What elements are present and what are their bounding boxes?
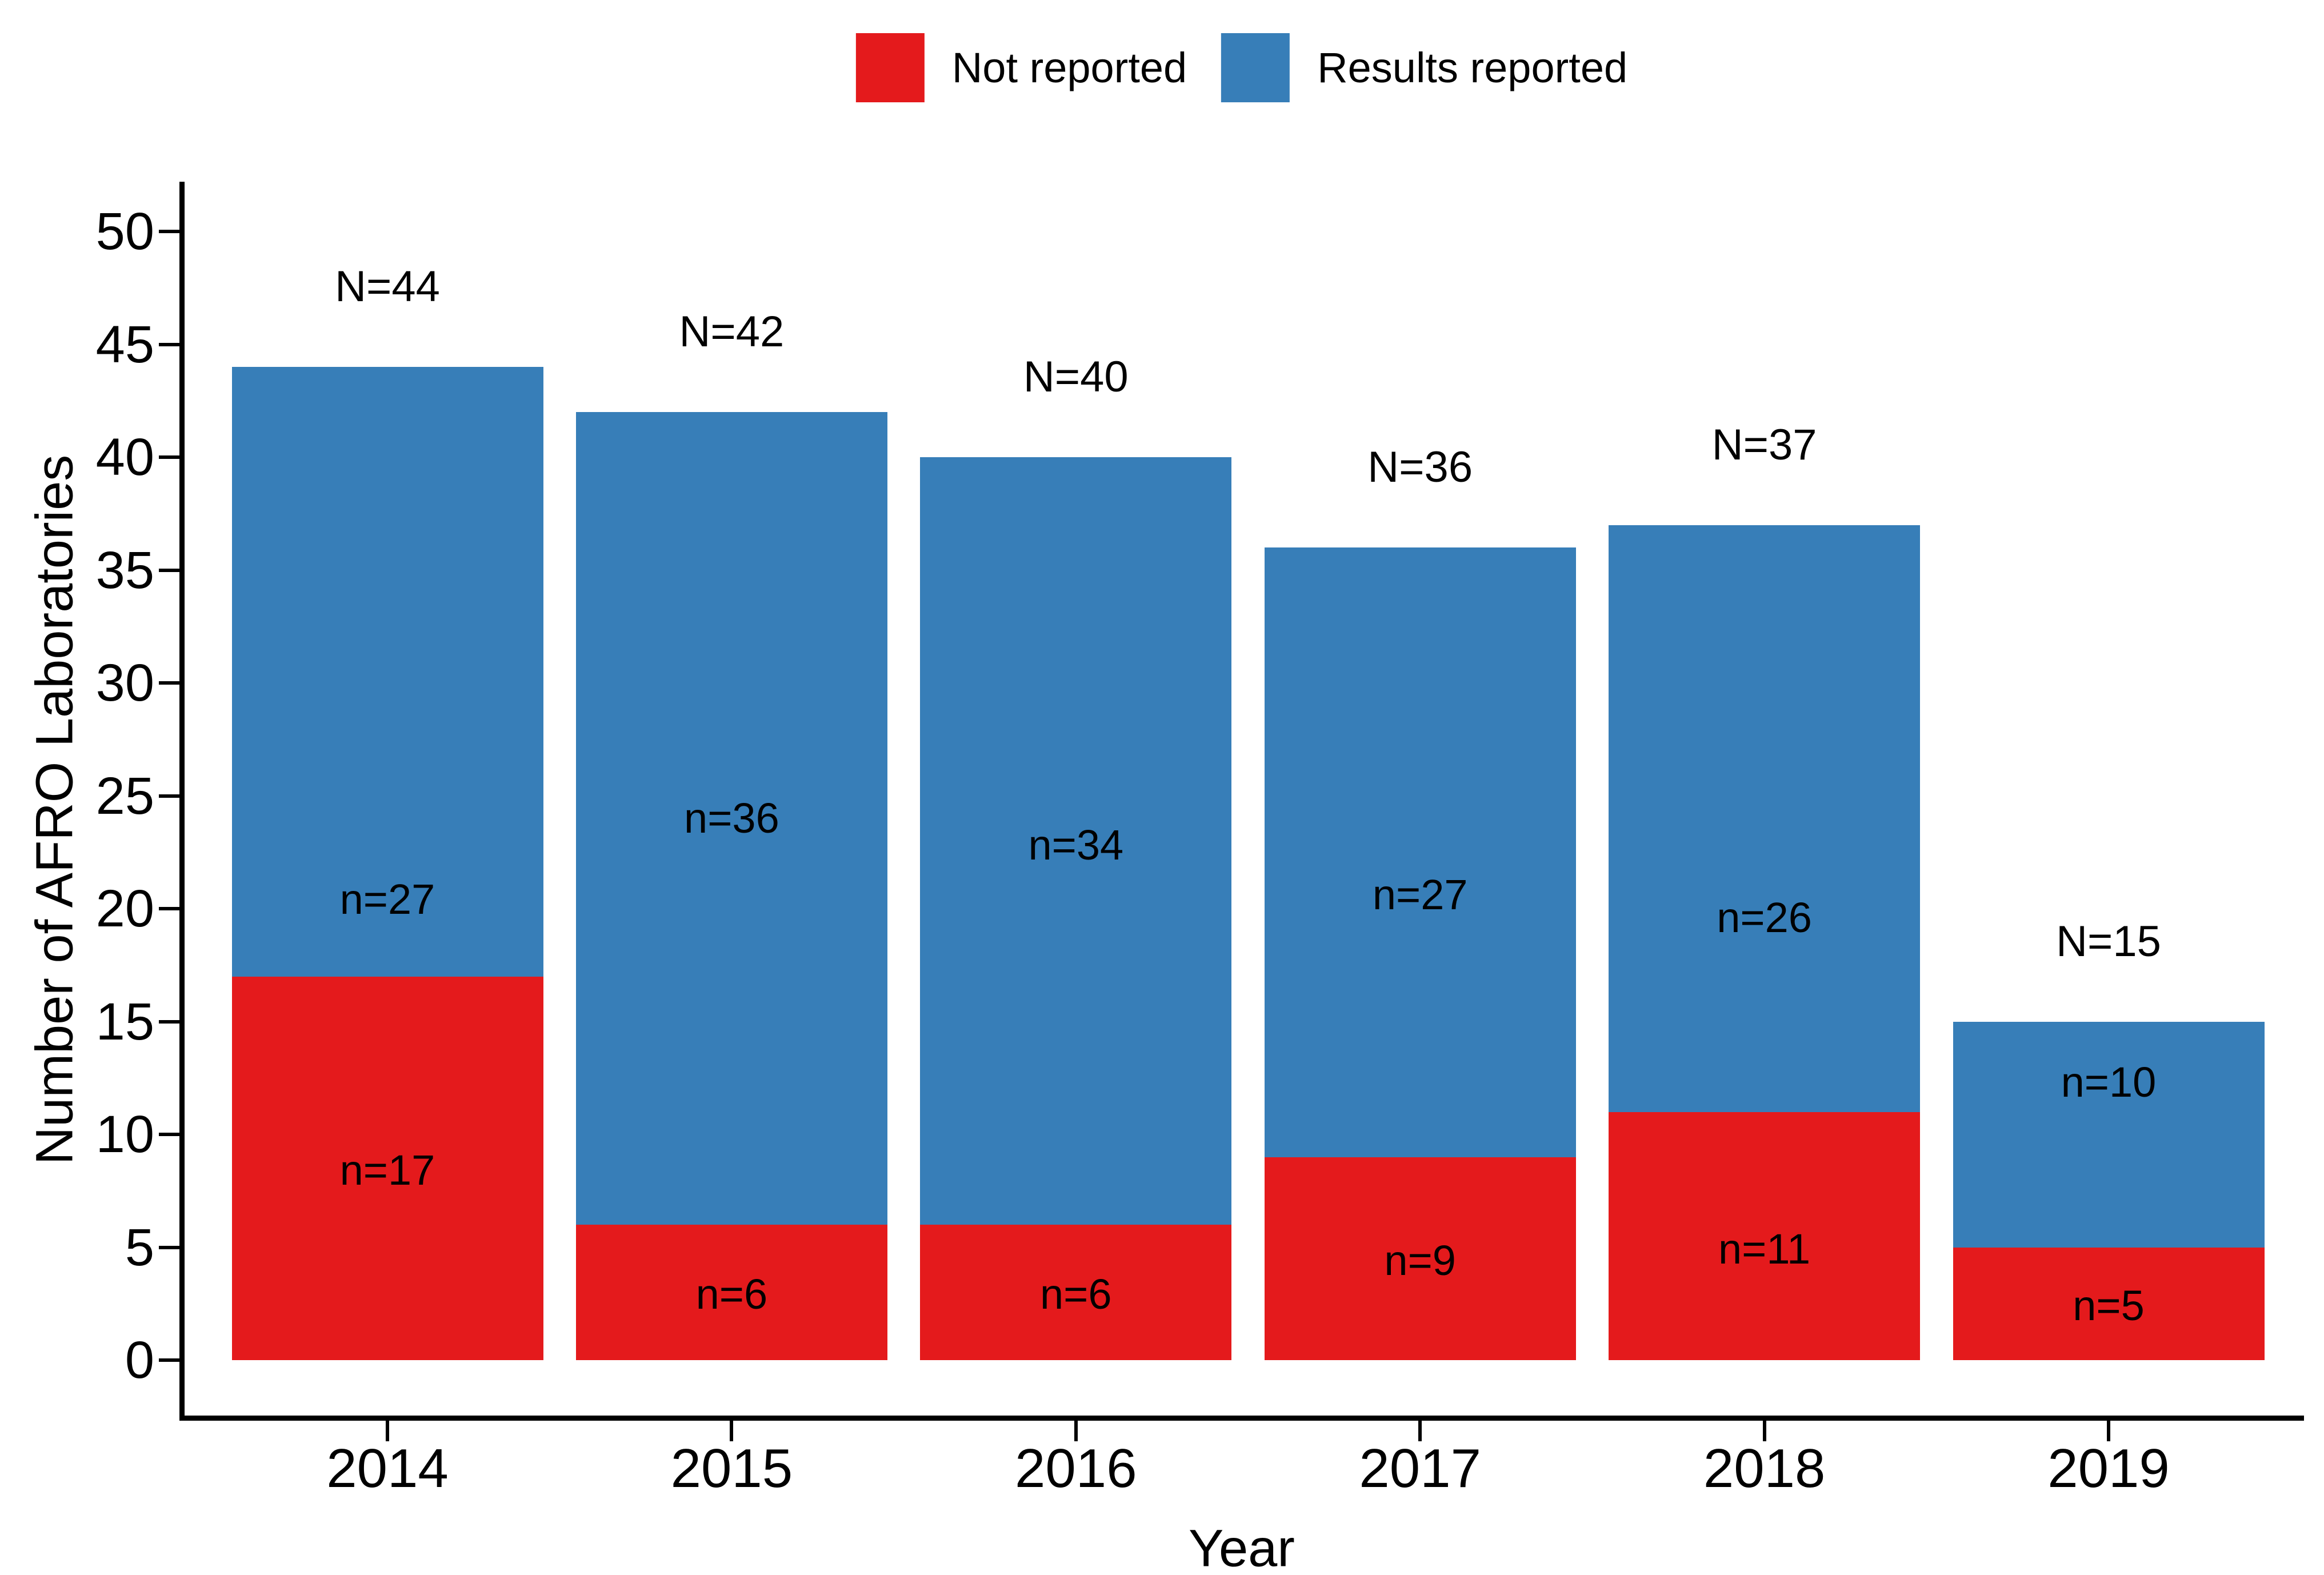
y-tick-mark (159, 1020, 179, 1024)
y-tick-mark (159, 342, 179, 346)
legend-swatch-not-reported-icon (855, 33, 925, 102)
bar-total-label-2017: N=36 (1367, 443, 1473, 491)
bar-2017-not-reported (1264, 1157, 1576, 1360)
legend: Not reported Results reported (855, 33, 1627, 102)
y-tick-label-30: 30 (95, 654, 154, 712)
legend-label-results-reported: Results reported (1317, 44, 1628, 91)
bar-total-label-2018: N=37 (1711, 420, 1817, 469)
y-tick-mark (159, 568, 179, 572)
x-tick-label-2019: 2019 (2047, 1438, 2170, 1499)
bar-2014-not-reported (231, 976, 543, 1360)
legend-swatch-results-reported-icon (1221, 33, 1290, 102)
bar-2019-results-reported (1953, 1021, 2265, 1248)
bar-label-2019-results-reported: n=10 (2061, 1058, 2157, 1106)
bar-label-2017-not-reported: n=9 (1384, 1237, 1456, 1285)
y-tick-mark (159, 1245, 179, 1249)
x-tick-mark (1074, 1421, 1078, 1441)
x-tick-label-2015: 2015 (670, 1438, 793, 1499)
bar-label-2014-not-reported: n=17 (339, 1146, 435, 1194)
x-tick-mark (1418, 1421, 1422, 1441)
y-tick-mark (159, 794, 179, 798)
x-tick-mark (730, 1421, 734, 1441)
bar-total-label-2016: N=40 (1023, 353, 1129, 401)
bar-label-2018-not-reported: n=11 (1718, 1225, 1811, 1273)
x-tick-mark (2107, 1421, 2110, 1441)
bar-2019-not-reported (1953, 1247, 2265, 1360)
bar-label-2018-results-reported: n=26 (1717, 893, 1812, 941)
bar-2017-results-reported (1264, 547, 1576, 1157)
y-tick-label-50: 50 (95, 202, 154, 261)
bar-total-label-2019: N=15 (2056, 917, 2161, 966)
y-tick-mark (159, 455, 179, 459)
x-tick-label-2018: 2018 (1703, 1438, 1826, 1499)
bar-2018-not-reported (1609, 1112, 1921, 1360)
bar-2015-not-reported (575, 1225, 887, 1360)
bar-2015-results-reported (575, 412, 887, 1225)
bar-2018-results-reported (1609, 525, 1921, 1112)
y-tick-label-15: 15 (95, 992, 154, 1051)
x-tick-mark (386, 1421, 389, 1441)
bar-label-2014-results-reported: n=27 (339, 876, 435, 924)
x-tick-label-2017: 2017 (1359, 1438, 1481, 1499)
y-tick-mark (159, 1358, 179, 1362)
y-tick-label-10: 10 (95, 1105, 154, 1164)
y-tick-mark (159, 907, 179, 910)
y-tick-label-40: 40 (95, 428, 154, 486)
bar-label-2016-not-reported: n=6 (1040, 1270, 1112, 1318)
bar-label-2019-not-reported: n=5 (2073, 1282, 2145, 1330)
y-tick-label-0: 0 (125, 1331, 154, 1389)
y-tick-label-35: 35 (95, 541, 154, 599)
bar-label-2015-not-reported: n=6 (695, 1270, 768, 1318)
y-tick-mark (159, 681, 179, 685)
x-axis-title: Year (1189, 1519, 1295, 1575)
x-axis-line (179, 1416, 2304, 1421)
y-axis-line (179, 182, 185, 1421)
x-tick-mark (1762, 1421, 1766, 1441)
bar-label-2015-results-reported: n=36 (684, 794, 779, 842)
bar-total-label-2015: N=42 (679, 307, 785, 356)
legend-label-not-reported: Not reported (951, 44, 1187, 91)
bar-total-label-2014: N=44 (335, 262, 440, 311)
y-tick-mark (159, 1133, 179, 1136)
bar-2016-not-reported (920, 1225, 1232, 1360)
legend-item-not-reported: Not reported (855, 33, 1187, 102)
bar-2016-results-reported (920, 457, 1232, 1225)
y-tick-label-5: 5 (125, 1218, 154, 1277)
legend-item-results-reported: Results reported (1221, 33, 1627, 102)
x-tick-label-2016: 2016 (1015, 1438, 1137, 1499)
y-tick-label-25: 25 (95, 766, 154, 825)
y-tick-label-45: 45 (95, 315, 154, 374)
bar-label-2017-results-reported: n=27 (1372, 871, 1468, 919)
y-tick-mark (159, 230, 179, 233)
x-tick-label-2014: 2014 (326, 1438, 449, 1499)
bar-2014-results-reported (231, 367, 543, 977)
bar-label-2016-results-reported: n=34 (1028, 821, 1124, 869)
y-tick-label-20: 20 (95, 880, 154, 938)
